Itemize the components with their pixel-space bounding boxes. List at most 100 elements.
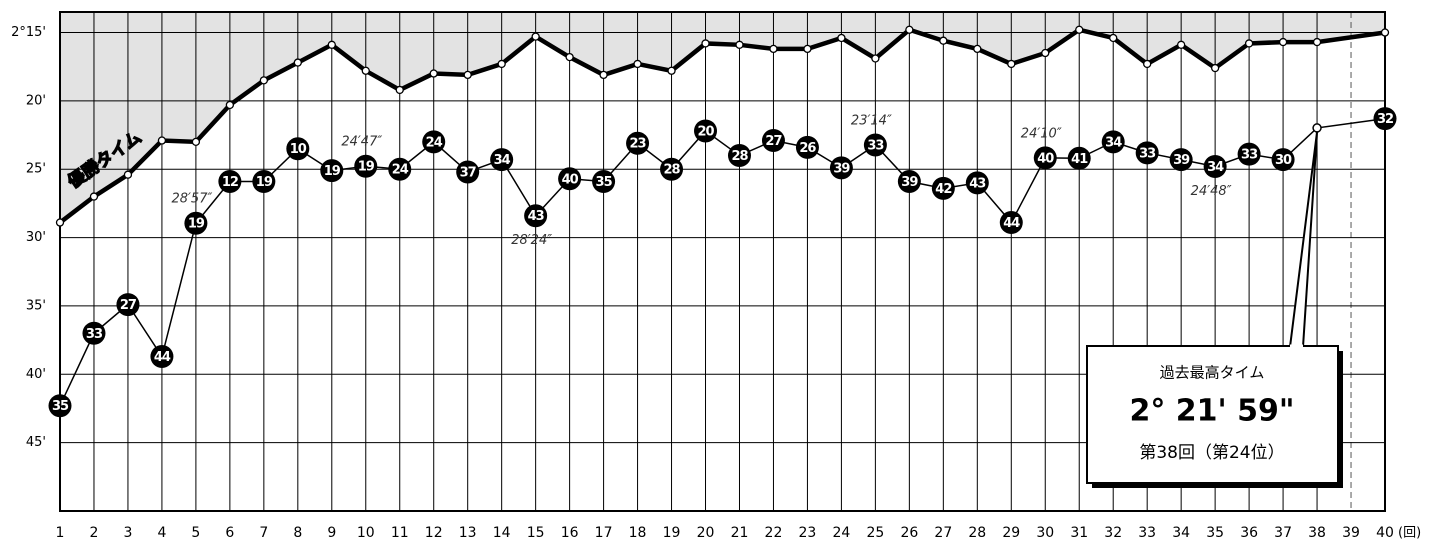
winning-point <box>668 67 675 74</box>
rank-label: 34 <box>1207 160 1224 175</box>
winning-point <box>1076 26 1083 33</box>
rank-label: 19 <box>256 175 273 190</box>
rank-label: 44 <box>154 350 171 365</box>
rank-label: 19 <box>324 164 341 179</box>
x-tick-label: 5 <box>191 525 200 541</box>
rank-label: 40 <box>1037 151 1054 166</box>
callout-time: 2° 21' 59" <box>1129 394 1294 429</box>
y-tick-label: 45' <box>26 435 46 450</box>
winning-point <box>532 33 539 40</box>
x-tick-label: 31 <box>1070 525 1088 541</box>
rank-label: 12 <box>222 175 238 190</box>
x-tick-label: 38 <box>1308 525 1326 541</box>
winning-point <box>1212 65 1219 72</box>
rank-label: 40 <box>562 172 579 187</box>
x-tick-label: 1 <box>56 525 65 541</box>
x-unit: (回) <box>1398 526 1421 541</box>
winning-point <box>1314 39 1321 46</box>
winning-point <box>1280 39 1287 46</box>
x-tick-label: 19 <box>663 525 681 541</box>
winning-point <box>57 219 64 226</box>
rank-label: 10 <box>290 142 307 157</box>
rank-label: 37 <box>460 165 477 180</box>
winning-point <box>1178 41 1185 48</box>
callout-pointer <box>1290 132 1317 347</box>
winning-point <box>90 193 97 200</box>
winning-point <box>872 55 879 62</box>
x-tick-label: 14 <box>493 525 511 541</box>
winning-point <box>600 71 607 78</box>
rank-label: 26 <box>799 141 816 156</box>
x-tick-label: 16 <box>561 525 579 541</box>
rank-label: 34 <box>1105 135 1122 150</box>
x-tick-label: 25 <box>866 525 884 541</box>
x-tick-label: 24 <box>832 525 850 541</box>
rank-label: 35 <box>52 399 69 414</box>
callout-title: 過去最高タイム <box>1160 364 1265 382</box>
y-tick-label: 40' <box>26 367 46 382</box>
rank-label: 39 <box>1173 153 1190 168</box>
x-tick-label: 20 <box>697 525 715 541</box>
time-annotation: 23′14″ <box>851 114 892 129</box>
rank-label: 27 <box>765 134 782 149</box>
rank-label: 28 <box>731 149 748 164</box>
rank-label: 28 <box>663 163 680 178</box>
x-tick-label: 36 <box>1240 525 1258 541</box>
winning-point <box>634 60 641 67</box>
winning-point <box>804 45 811 52</box>
winning-point <box>396 86 403 93</box>
rank-label: 32 <box>1377 112 1393 127</box>
rank-label: 33 <box>867 139 884 154</box>
x-tick-label: 27 <box>934 525 952 541</box>
winning-point <box>260 77 267 84</box>
winning-point <box>294 59 301 66</box>
x-tick-label: 29 <box>1002 525 1020 541</box>
winning-point <box>736 41 743 48</box>
x-tick-label: 4 <box>157 525 166 541</box>
winning-point <box>566 54 573 61</box>
time-annotation: 24′48″ <box>1191 184 1232 199</box>
rank-label: 42 <box>935 182 951 197</box>
x-tick-label: 12 <box>425 525 443 541</box>
x-tick-label: 26 <box>900 525 918 541</box>
rank-label: 35 <box>596 175 613 190</box>
x-tick-label: 30 <box>1036 525 1054 541</box>
x-tick-label: 2 <box>90 525 99 541</box>
x-tick-label: 40 <box>1376 525 1394 541</box>
x-tick-label: 32 <box>1104 525 1122 541</box>
winning-point <box>838 34 845 41</box>
rank-label: 24 <box>392 163 409 178</box>
x-tick-label: 35 <box>1206 525 1224 541</box>
x-tick-label: 37 <box>1274 525 1292 541</box>
winning-point <box>362 67 369 74</box>
team-point <box>1313 124 1321 132</box>
x-tick-label: 13 <box>459 525 477 541</box>
time-annotation: 28′57″ <box>171 192 212 207</box>
y-tick-label: 25' <box>26 162 46 177</box>
x-tick-label: 33 <box>1138 525 1156 541</box>
x-tick-label: 28 <box>968 525 986 541</box>
rank-label: 33 <box>86 327 103 342</box>
winning-point <box>1042 50 1049 57</box>
rank-label: 43 <box>969 176 986 191</box>
rank-label: 27 <box>120 298 137 313</box>
x-tick-label: 7 <box>259 525 268 541</box>
rank-label: 24 <box>426 135 443 150</box>
winning-point <box>430 70 437 77</box>
rank-label: 34 <box>494 153 511 168</box>
x-tick-label: 18 <box>629 525 647 541</box>
winning-point <box>464 71 471 78</box>
winning-point <box>226 101 233 108</box>
x-tick-label: 10 <box>357 525 375 541</box>
x-tick-label: 11 <box>391 525 409 541</box>
rank-label: 23 <box>630 137 647 152</box>
winning-point <box>192 138 199 145</box>
rank-label: 19 <box>358 160 375 175</box>
rank-label: 20 <box>697 124 714 139</box>
x-tick-label: 21 <box>731 525 749 541</box>
rank-label: 30 <box>1275 153 1292 168</box>
x-tick-label: 6 <box>225 525 234 541</box>
winning-point <box>702 40 709 47</box>
chart: 1234567891011121314151617181920212223242… <box>0 0 1431 549</box>
winning-point <box>328 41 335 48</box>
